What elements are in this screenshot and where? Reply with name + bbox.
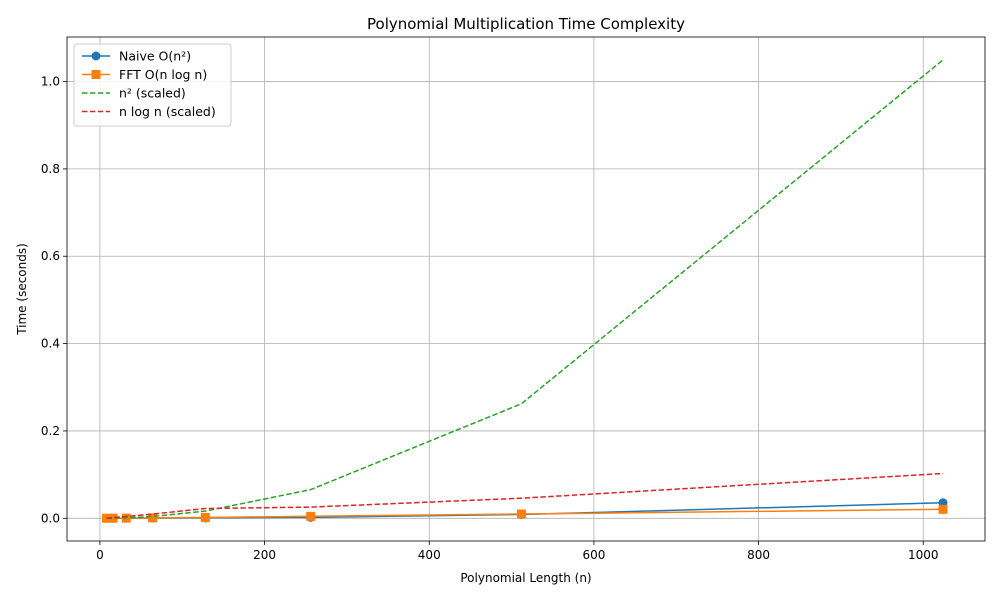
legend-label-2: n² (scaled) xyxy=(119,86,186,101)
chart-title: Polynomial Multiplication Time Complexit… xyxy=(367,15,685,33)
legend-label-1: FFT O(n log n) xyxy=(119,67,207,82)
x-tick-label: 1000 xyxy=(908,548,939,562)
series-3 xyxy=(106,472,944,519)
legend-marker-1 xyxy=(91,70,101,79)
y-axis-label: Time (seconds) xyxy=(15,243,29,336)
series-layer xyxy=(102,59,948,523)
x-tick-label: 800 xyxy=(747,548,770,562)
series-line-3 xyxy=(106,472,944,519)
data-point-1-3 xyxy=(148,513,158,523)
plot-frame xyxy=(66,36,986,542)
legend-label-0: Naive O(n²) xyxy=(119,49,191,64)
y-tick-label: 0.6 xyxy=(41,249,60,263)
x-tick-label: 400 xyxy=(418,548,441,562)
data-point-1-5 xyxy=(306,511,316,521)
x-axis-label: Polynomial Length (n) xyxy=(460,571,591,585)
y-tick-label: 0.4 xyxy=(41,337,60,351)
y-tick-label: 1.0 xyxy=(41,75,60,89)
y-tick-label: 0.2 xyxy=(41,424,60,438)
data-point-1-4 xyxy=(200,512,210,522)
ticks: 0 200 400 600 800 1000 0.0 0.2 0.4 0.6 0.8 1.0 xyxy=(41,75,939,562)
data-point-1-7 xyxy=(938,504,948,514)
grid xyxy=(67,37,985,541)
data-point-1-6 xyxy=(516,509,526,519)
x-tick-label: 0 xyxy=(96,548,104,562)
x-tick-label: 200 xyxy=(253,548,276,562)
legend: Naive O(n²) FFT O(n log n) n² (scaled) n lo… xyxy=(73,43,232,127)
legend-marker-0 xyxy=(91,51,101,61)
y-tick-label: 0.0 xyxy=(41,511,60,525)
y-tick-label: 0.8 xyxy=(41,162,60,176)
legend-box xyxy=(73,43,232,127)
legend-label-3: n log n (scaled) xyxy=(119,104,216,119)
x-tick-label: 600 xyxy=(582,548,605,562)
